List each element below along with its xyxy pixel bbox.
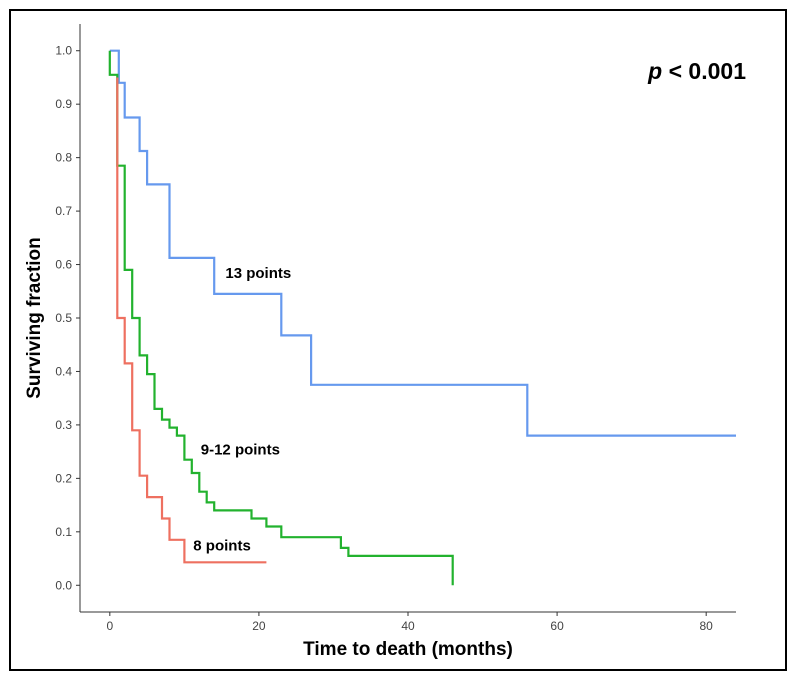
x-ticks: 0 20 40 60 80	[106, 612, 713, 633]
series-label-8-points: 8 points	[193, 538, 251, 555]
y-tick-label: 0.8	[55, 151, 72, 165]
y-tick-label: 0.7	[55, 204, 72, 218]
x-tick-label: 40	[401, 619, 415, 633]
y-tick-label: 1.0	[55, 44, 72, 58]
x-tick-label: 20	[252, 619, 266, 633]
series-label-13-points: 13 points	[225, 265, 291, 282]
p-value-symbol: p	[647, 58, 662, 84]
x-tick-label: 0	[106, 619, 113, 633]
p-value-annotation: p < 0.001	[647, 58, 746, 84]
p-value-text: < 0.001	[662, 58, 746, 84]
y-tick-label: 0.3	[55, 418, 72, 432]
y-tick-label: 0.2	[55, 471, 72, 485]
series-layer	[108, 49, 736, 586]
y-tick-label: 0.1	[55, 525, 72, 539]
x-tick-label: 60	[550, 619, 564, 633]
x-tick-label: 80	[700, 619, 714, 633]
y-ticks: 0.0 0.1 0.2 0.3 0.4 0.5 0.6 0.7 0.8 0.9 1.0	[55, 44, 80, 592]
y-tick-label: 0.0	[55, 578, 72, 592]
axes	[79, 24, 736, 613]
survival-curve-9-12-points	[108, 50, 454, 586]
series-label-9-12-points: 9-12 points	[201, 441, 280, 458]
series-labels: 13 points 9-12 points 8 points	[193, 265, 291, 555]
survival-curve-13-points	[109, 49, 736, 437]
x-axis-title: Time to death (months)	[303, 639, 513, 660]
y-tick-label: 0.5	[55, 311, 72, 325]
survival-curve-8-points	[116, 77, 267, 564]
y-tick-label: 0.6	[55, 258, 72, 272]
y-tick-label: 0.9	[55, 97, 72, 111]
y-axis-title: Surviving fraction	[24, 237, 45, 399]
y-tick-label: 0.4	[55, 364, 72, 378]
